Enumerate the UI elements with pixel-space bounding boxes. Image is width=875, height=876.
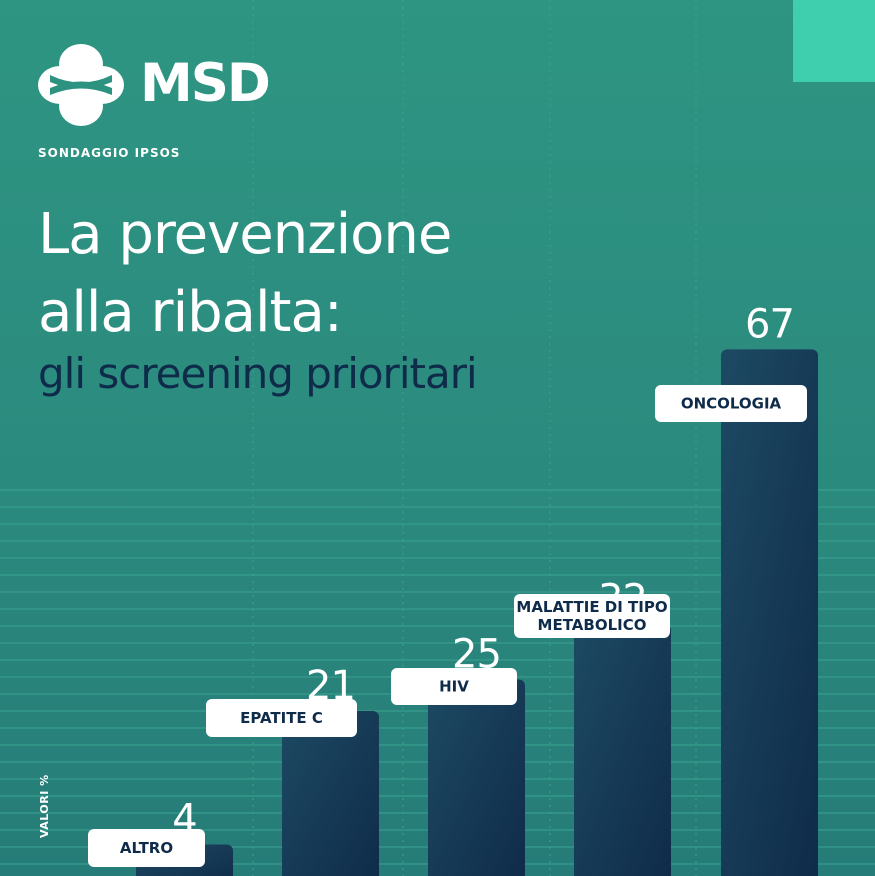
category-label-box-4: [655, 385, 807, 422]
headline-subtitle: gli screening prioritari: [38, 349, 478, 398]
category-label-line: HIV: [439, 678, 469, 696]
msd-logo-symbol-icon: [38, 44, 124, 126]
bar-2: [428, 679, 525, 876]
survey-label: SONDAGGIO IPSOS: [38, 146, 181, 160]
category-label-0: ALTRO: [120, 839, 173, 857]
headline-line-2: alla ribalta:: [38, 280, 343, 345]
value-label-4: 67: [745, 301, 794, 347]
msd-logo: MSD: [38, 42, 278, 128]
category-label-line: METABOLICO: [538, 616, 647, 634]
category-label-box-0: [88, 829, 205, 867]
category-label-3: MALATTIE DI TIPO METABOLICO: [516, 598, 667, 634]
y-axis-label: VALORI %: [38, 774, 51, 838]
category-label-box-3: [514, 594, 670, 638]
bar-4: [721, 349, 818, 876]
corner-accent: [793, 0, 875, 82]
category-label-2: HIV: [439, 678, 469, 696]
bar-1: [282, 710, 379, 876]
headline-line-1: La prevenzione: [38, 202, 452, 267]
headline: La prevenzione alla ribalta:: [38, 196, 452, 352]
category-label-box-2: [391, 668, 517, 705]
category-labels: ALTRO EPATITE C HIV MALATTIE DI TIPO METABOL…: [88, 385, 807, 867]
bar-3: [574, 624, 671, 876]
msd-logo-wordmark: MSD: [140, 53, 271, 114]
category-label-1: EPATITE C: [240, 709, 323, 727]
category-label-line: ONCOLOGIA: [681, 395, 782, 413]
category-label-4: ONCOLOGIA: [681, 395, 782, 413]
category-label-box-1: [206, 699, 357, 737]
category-label-line: EPATITE C: [240, 709, 323, 727]
category-label-line: ALTRO: [120, 839, 173, 857]
bars: [136, 349, 818, 876]
category-label-line: MALATTIE DI TIPO: [516, 598, 667, 616]
